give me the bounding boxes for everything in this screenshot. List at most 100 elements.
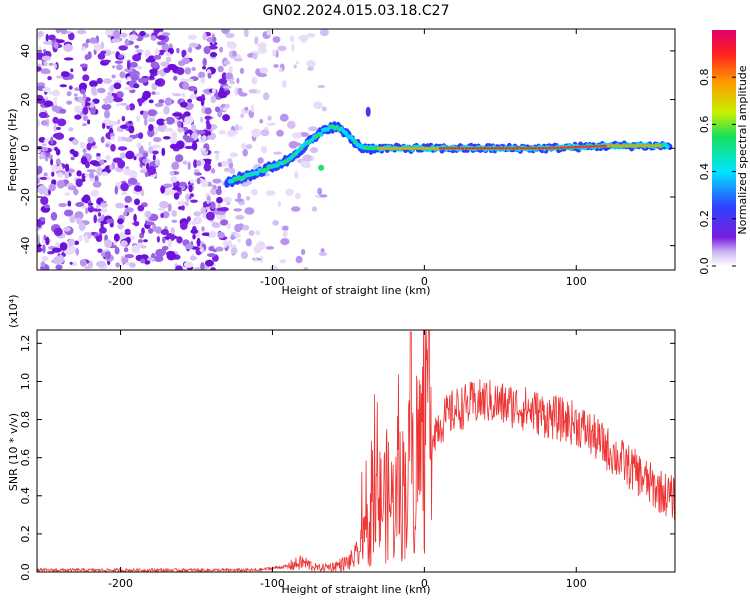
spectrogram-speckle [158, 49, 166, 54]
spectrogram-speckle [105, 30, 115, 36]
spectrogram-speckle [259, 67, 269, 74]
spectrogram-speckle [96, 87, 106, 94]
spectrogram-speckle [74, 87, 80, 91]
spectrogram-speckle [185, 200, 189, 207]
spectrogram-speckle [319, 29, 329, 37]
spectrogram-speckle [218, 78, 228, 85]
spectrogram-ridge-green [269, 165, 274, 169]
spectrogram-speckle [236, 77, 240, 84]
spectrogram-speckle [123, 68, 134, 73]
spectrogram-speckle [113, 97, 124, 103]
spectrogram-speckle [63, 43, 74, 53]
spectrogram-speckle [221, 160, 228, 167]
spectrogram-ridge-core [621, 144, 625, 148]
spectrogram-x-tick-label: 100 [566, 275, 587, 288]
spectrogram-speckle [53, 97, 58, 102]
spectrogram-speckle [41, 255, 49, 262]
spectrogram-speckle [89, 160, 99, 166]
colorbar-tick-label: 0.6 [698, 116, 711, 133]
spectrogram-speckle [89, 37, 98, 44]
spectrogram-speckle [229, 167, 236, 174]
spectrogram-ridge-green [265, 166, 270, 171]
spectrogram-speckle [276, 129, 284, 137]
spectrogram-ridge-core [398, 147, 403, 150]
spectrogram-speckle [116, 64, 123, 71]
spectrogram-speckle [202, 32, 207, 41]
spectrogram-speckle [67, 185, 77, 191]
spectrogram-ridge-core [599, 144, 603, 148]
spectrogram-speckle [157, 207, 166, 211]
spectrogram-speckle [181, 92, 186, 98]
snr-x-tick-label: -100 [260, 577, 285, 590]
spectrogram-speckle [127, 177, 138, 185]
spectrogram-speckle [66, 100, 73, 105]
spectrogram-speckle [109, 164, 113, 171]
spectrogram-speckle [60, 71, 69, 78]
spectrogram-speckle [237, 87, 243, 95]
spectrogram-ridge-core [446, 147, 450, 150]
spectrogram-speckle [243, 29, 249, 38]
spectrogram-ridge-cyan [665, 144, 670, 150]
spectrogram-ridge-core [468, 147, 472, 150]
spectrogram-speckle [279, 113, 289, 122]
snr-frame [36, 329, 676, 573]
spectrogram-speckle [189, 94, 197, 100]
spectrogram-speckle [41, 120, 48, 126]
spectrogram-speckle [129, 61, 138, 68]
spectrogram-speckle [260, 255, 264, 264]
spectrogram-ridge-green [362, 146, 367, 151]
spectrogram-speckle [193, 211, 202, 217]
spectrogram-speckle [309, 147, 319, 154]
spectrogram-speckle [234, 223, 242, 233]
spectrogram-speckle [37, 177, 40, 184]
spectrogram-speckle [182, 81, 190, 90]
spectrogram-speckle [57, 118, 67, 127]
spectrogram-speckle [210, 168, 216, 174]
spectrogram-speckle [55, 242, 60, 249]
spectrogram-ridge-core [490, 147, 494, 150]
spectrogram-speckle [123, 247, 129, 253]
spectrogram-speckle [255, 230, 261, 236]
spectrogram-speckle [120, 102, 128, 106]
spectrogram-speckle [233, 58, 243, 62]
spectrogram-speckle [161, 245, 169, 251]
spectrogram-ridge-core [402, 147, 407, 150]
spectrogram-speckle [96, 260, 107, 268]
spectrogram-ridge-core [555, 146, 560, 150]
spectrogram-speckle [317, 84, 326, 89]
spectrogram-speckle [201, 232, 212, 236]
spectrogram-speckle [173, 75, 178, 81]
spectrogram-speckle [74, 105, 83, 114]
spectrogram-speckle [75, 248, 79, 256]
spectrogram-speckle [177, 120, 182, 128]
spectrogram-speckle [60, 29, 68, 35]
spectrogram-speckle [317, 187, 323, 195]
spectrogram-speckle [167, 203, 172, 212]
spectrogram-speckle [133, 83, 140, 89]
spectrogram-speckle [123, 168, 132, 176]
spectrogram-speckle [140, 245, 147, 249]
spectrogram-speckle [223, 60, 231, 65]
spectrogram-speckle [165, 56, 172, 63]
snr-y-tick-label: 0.6 [19, 449, 32, 467]
spectrogram-speckle [266, 29, 271, 36]
spectrogram-speckle [250, 104, 255, 113]
spectrogram-ridge-green [329, 124, 334, 129]
spectrogram-speckle [128, 103, 136, 111]
spectrogram-speckle [90, 189, 99, 197]
spectrogram-speckle [194, 172, 203, 176]
spectrogram-speckle [291, 206, 301, 212]
spectrogram-speckle [40, 68, 51, 75]
spectrogram-speckle [272, 219, 279, 226]
spectrogram-speckle [177, 127, 184, 133]
spectrogram-speckle [206, 199, 210, 204]
spectrogram-y-tick-label: 40 [19, 44, 32, 58]
spectrogram-speckle [212, 36, 217, 43]
spectrogram-ridge-core [628, 144, 633, 148]
spectrogram-speckle [56, 172, 64, 178]
spectrogram-speckle [75, 202, 85, 207]
spectrogram-speckle [44, 204, 50, 209]
spectrogram-speckle [265, 190, 276, 197]
spectrogram-speckle [84, 265, 91, 270]
spectrogram-speckle [244, 106, 249, 111]
